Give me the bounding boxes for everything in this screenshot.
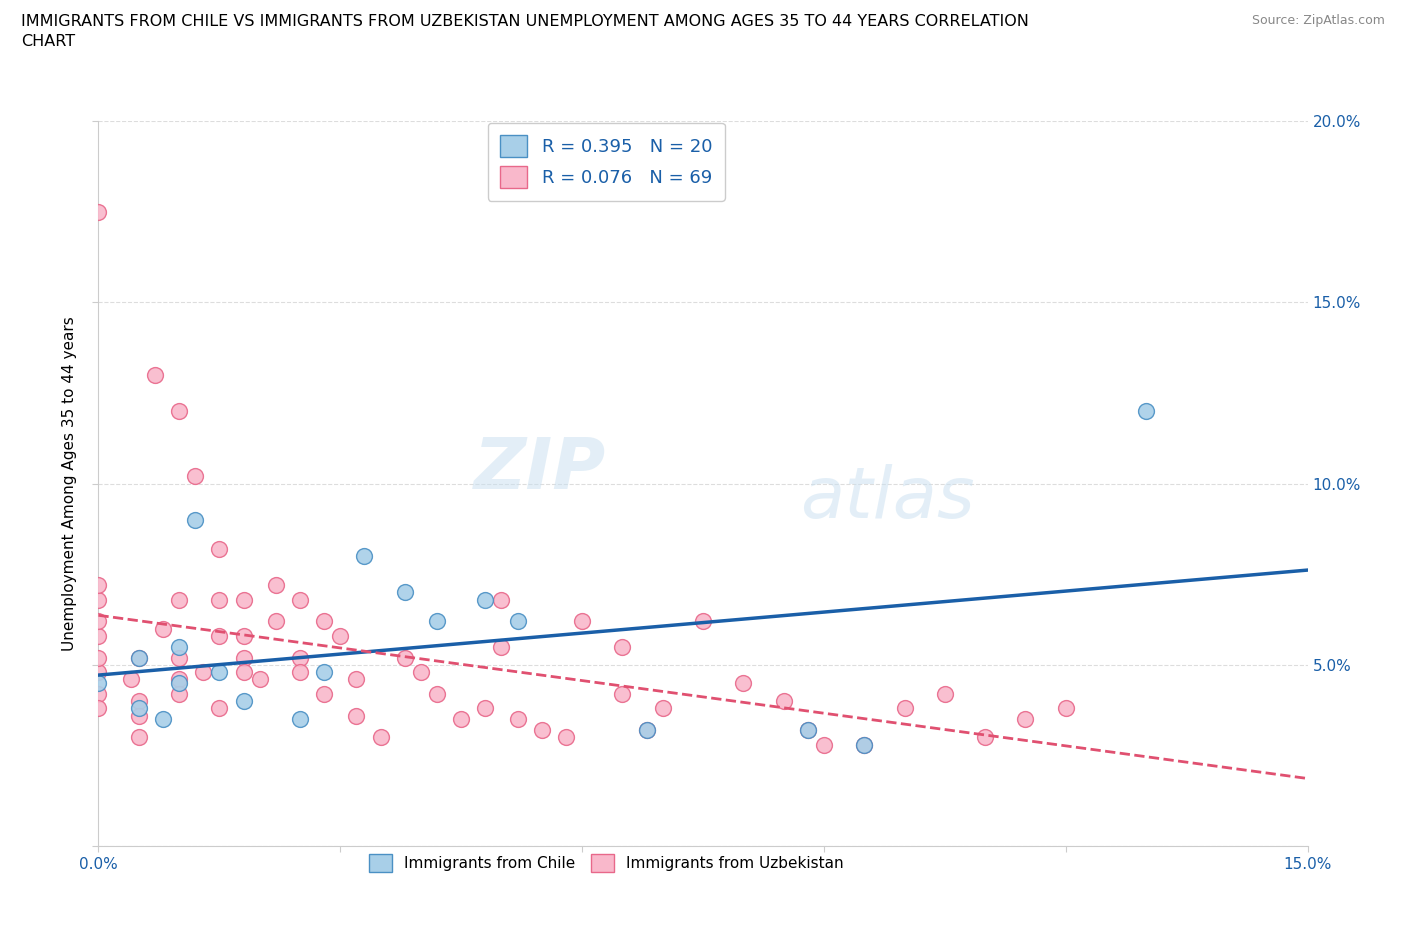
- Point: [167, 404, 190, 418]
- Point: [893, 701, 915, 716]
- Point: [353, 549, 375, 564]
- Point: [120, 672, 142, 687]
- Point: [394, 650, 416, 665]
- Point: [370, 730, 392, 745]
- Point: [208, 592, 231, 607]
- Point: [934, 686, 956, 701]
- Point: [87, 675, 110, 690]
- Point: [167, 650, 190, 665]
- Point: [249, 672, 271, 687]
- Point: [167, 592, 190, 607]
- Point: [128, 694, 150, 709]
- Point: [612, 686, 634, 701]
- Point: [208, 665, 231, 680]
- Point: [651, 701, 673, 716]
- Point: [232, 694, 254, 709]
- Point: [853, 737, 876, 752]
- Point: [193, 665, 215, 680]
- Point: [87, 650, 110, 665]
- Point: [128, 650, 150, 665]
- Point: [692, 614, 714, 629]
- Point: [571, 614, 593, 629]
- Point: [636, 723, 658, 737]
- Point: [184, 512, 207, 527]
- Point: [128, 730, 150, 745]
- Point: [87, 665, 110, 680]
- Point: [288, 665, 311, 680]
- Point: [530, 723, 553, 737]
- Point: [232, 592, 254, 607]
- Point: [772, 694, 794, 709]
- Point: [506, 712, 529, 727]
- Point: [344, 709, 367, 724]
- Point: [1014, 712, 1036, 727]
- Point: [87, 629, 110, 644]
- Point: [264, 614, 287, 629]
- Point: [491, 592, 513, 607]
- Point: [636, 723, 658, 737]
- Point: [555, 730, 578, 745]
- Point: [167, 675, 190, 690]
- Point: [167, 672, 190, 687]
- Point: [1135, 404, 1157, 418]
- Point: [426, 614, 449, 629]
- Point: [329, 629, 352, 644]
- Legend: Immigrants from Chile, Immigrants from Uzbekistan: Immigrants from Chile, Immigrants from U…: [363, 848, 849, 879]
- Text: IMMIGRANTS FROM CHILE VS IMMIGRANTS FROM UZBEKISTAN UNEMPLOYMENT AMONG AGES 35 T: IMMIGRANTS FROM CHILE VS IMMIGRANTS FROM…: [21, 14, 1029, 48]
- Point: [232, 665, 254, 680]
- Point: [314, 614, 336, 629]
- Point: [208, 701, 231, 716]
- Point: [853, 737, 876, 752]
- Point: [87, 205, 110, 219]
- Point: [152, 621, 174, 636]
- Point: [506, 614, 529, 629]
- Point: [184, 469, 207, 484]
- Point: [426, 686, 449, 701]
- Point: [128, 701, 150, 716]
- Point: [813, 737, 835, 752]
- Point: [314, 665, 336, 680]
- Point: [167, 686, 190, 701]
- Point: [394, 585, 416, 600]
- Point: [87, 614, 110, 629]
- Point: [232, 629, 254, 644]
- Point: [450, 712, 472, 727]
- Point: [314, 686, 336, 701]
- Point: [87, 592, 110, 607]
- Point: [128, 650, 150, 665]
- Point: [797, 723, 820, 737]
- Point: [128, 709, 150, 724]
- Point: [208, 629, 231, 644]
- Point: [344, 672, 367, 687]
- Point: [409, 665, 432, 680]
- Point: [733, 675, 755, 690]
- Point: [167, 640, 190, 655]
- Point: [491, 640, 513, 655]
- Point: [87, 578, 110, 592]
- Point: [288, 650, 311, 665]
- Point: [474, 701, 496, 716]
- Point: [288, 592, 311, 607]
- Point: [474, 592, 496, 607]
- Point: [264, 578, 287, 592]
- Point: [288, 712, 311, 727]
- Point: [974, 730, 997, 745]
- Point: [612, 640, 634, 655]
- Point: [152, 712, 174, 727]
- Point: [87, 686, 110, 701]
- Point: [232, 650, 254, 665]
- Point: [208, 541, 231, 556]
- Point: [143, 367, 166, 382]
- Y-axis label: Unemployment Among Ages 35 to 44 years: Unemployment Among Ages 35 to 44 years: [62, 316, 77, 651]
- Point: [1054, 701, 1077, 716]
- Text: atlas: atlas: [800, 464, 974, 533]
- Point: [87, 701, 110, 716]
- Point: [797, 723, 820, 737]
- Text: Source: ZipAtlas.com: Source: ZipAtlas.com: [1251, 14, 1385, 27]
- Text: ZIP: ZIP: [474, 434, 606, 503]
